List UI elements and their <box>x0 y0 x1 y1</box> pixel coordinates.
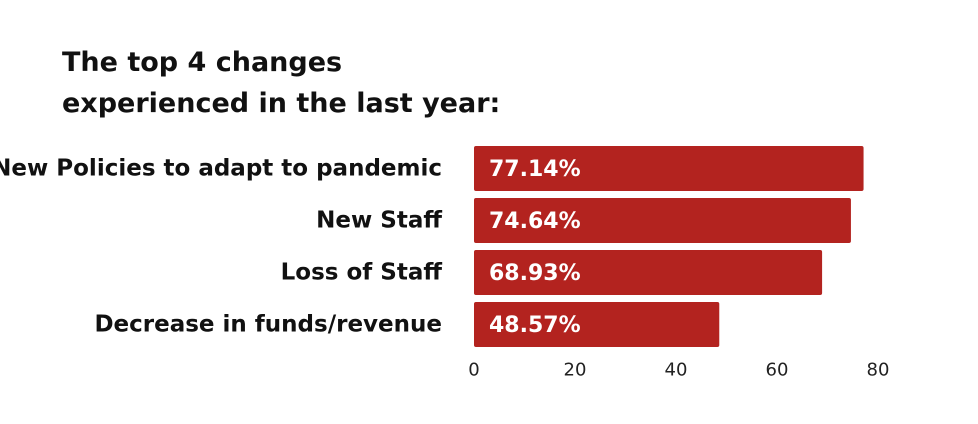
category-label-3: Decrease in funds/revenue <box>94 312 442 338</box>
category-label-2: Loss of Staff <box>281 260 443 286</box>
value-label-1: 74.64% <box>489 209 581 234</box>
value-label-2: 68.93% <box>489 261 581 286</box>
chart-title: The top 4 changes experienced in the las… <box>62 42 500 124</box>
bar-2 <box>474 250 823 295</box>
bar-0 <box>474 146 864 191</box>
chart-title-line-2: experienced in the last year: <box>62 88 501 119</box>
x-tick-label-3: 60 <box>766 360 789 381</box>
bars-group: New Policies to adapt to pandemic 77.14% N… <box>0 146 864 347</box>
bar-1 <box>474 198 851 243</box>
x-tick-label-1: 20 <box>564 360 587 381</box>
category-label-0: New Policies to adapt to pandemic <box>0 156 442 182</box>
x-axis-ticks: 0 20 40 60 80 <box>468 360 889 381</box>
category-label-1: New Staff <box>316 208 442 234</box>
x-tick-label-0: 0 <box>468 360 479 381</box>
x-tick-label-4: 80 <box>867 360 890 381</box>
value-label-0: 77.14% <box>489 157 581 182</box>
x-tick-label-2: 40 <box>665 360 688 381</box>
chart-title-line-1: The top 4 changes <box>62 47 343 78</box>
value-label-3: 48.57% <box>489 313 581 338</box>
bar-3 <box>474 302 720 347</box>
